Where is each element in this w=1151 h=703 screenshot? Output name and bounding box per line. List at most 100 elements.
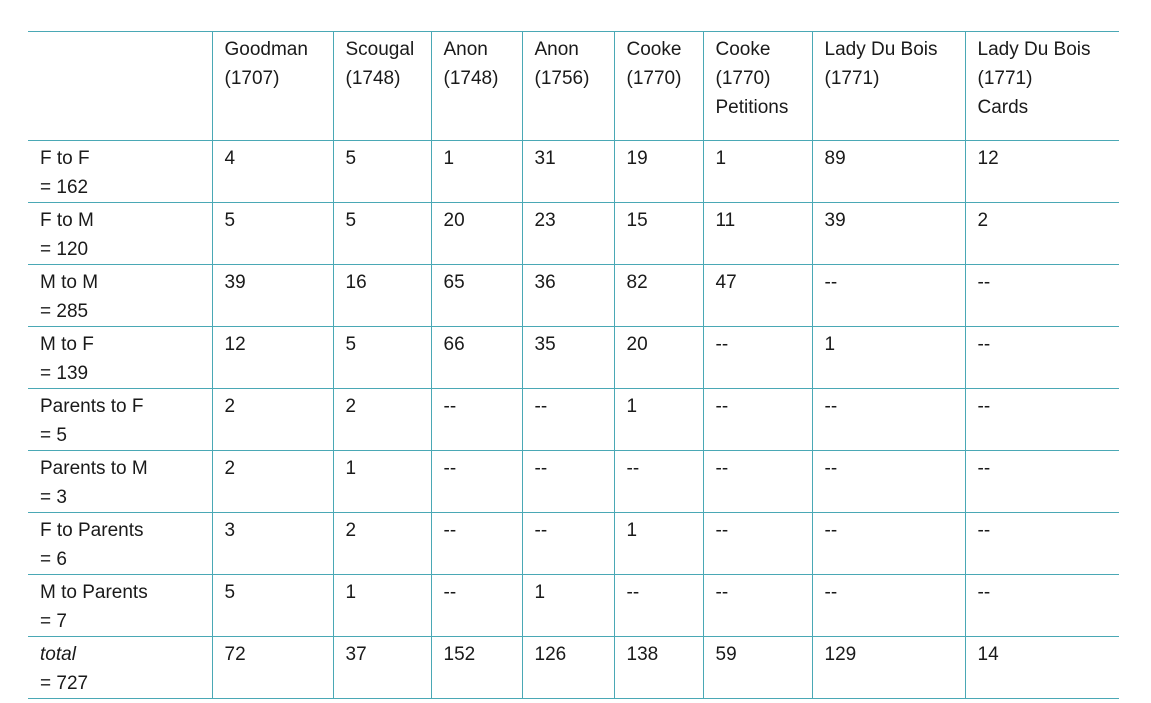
table-cell: 20 (430, 202, 523, 265)
header-cell-corner (28, 31, 213, 141)
table-cell: 152 (430, 636, 523, 699)
letter-counts-table: Goodman (1707) Scougal (1748) Anon (1748… (28, 31, 1119, 699)
table-cell: 1 (702, 140, 813, 203)
table-cell: -- (964, 512, 1119, 575)
table-cell: 23 (521, 202, 615, 265)
table-row: M to Parents = 7 5 1 -- 1 -- -- -- -- (28, 574, 1119, 637)
header-cell-scougal-1748: Scougal (1748) (332, 31, 432, 141)
table-cell: 47 (702, 264, 813, 327)
table-cell: -- (521, 512, 615, 575)
row-total: = 3 (40, 487, 67, 508)
row-label-cell: F to Parents = 6 (28, 512, 213, 575)
table-cell: -- (964, 450, 1119, 513)
table-row: M to M = 285 39 16 65 36 82 47 -- -- (28, 264, 1119, 327)
table-cell: 72 (211, 636, 334, 699)
row-label-cell: M to Parents = 7 (28, 574, 213, 637)
table-cell: 39 (811, 202, 966, 265)
header-row: Goodman (1707) Scougal (1748) Anon (1748… (28, 31, 1119, 141)
row-total: = 162 (40, 177, 89, 198)
table-cell: 65 (430, 264, 523, 327)
row-total: = 5 (40, 425, 67, 446)
table-cell: -- (811, 512, 966, 575)
row-total: = 285 (40, 301, 89, 322)
table-cell: -- (811, 574, 966, 637)
row-total: = 6 (40, 549, 67, 570)
table-cell: 4 (211, 140, 334, 203)
table-cell: 1 (613, 388, 704, 451)
table-cell: -- (430, 450, 523, 513)
row-total: = 7 (40, 611, 67, 632)
table-cell: 15 (613, 202, 704, 265)
header-cell-anon-1748: Anon (1748) (430, 31, 523, 141)
row-label: M to Parents (40, 582, 148, 603)
table-cell: 39 (211, 264, 334, 327)
row-label: Parents to M (40, 458, 148, 479)
table-cell: 19 (613, 140, 704, 203)
row-label-cell: total = 727 (28, 636, 213, 699)
row-label-cell: M to M = 285 (28, 264, 213, 327)
table-cell: -- (702, 450, 813, 513)
table-cell: -- (613, 574, 704, 637)
table-cell: -- (702, 574, 813, 637)
table-cell: -- (811, 264, 966, 327)
table-cell: -- (964, 326, 1119, 389)
table-cell: -- (521, 388, 615, 451)
table-cell: 2 (964, 202, 1119, 265)
table-cell: 1 (332, 574, 432, 637)
table-cell: -- (702, 388, 813, 451)
table-cell: 138 (613, 636, 704, 699)
table-cell: 5 (332, 202, 432, 265)
table-cell: 2 (332, 512, 432, 575)
table-row: M to F = 139 12 5 66 35 20 -- 1 -- (28, 326, 1119, 389)
row-total: = 727 (40, 673, 89, 694)
table-cell: -- (702, 326, 813, 389)
table-cell: 37 (332, 636, 432, 699)
table-cell: -- (430, 388, 523, 451)
table-cell: 11 (702, 202, 813, 265)
table-cell: 2 (332, 388, 432, 451)
table-cell: 2 (211, 388, 334, 451)
table-row: Parents to F = 5 2 2 -- -- 1 -- -- -- (28, 388, 1119, 451)
table-cell: 59 (702, 636, 813, 699)
table-row: F to M = 120 5 5 20 23 15 11 39 2 (28, 202, 1119, 265)
table-cell: 14 (964, 636, 1119, 699)
table-cell: 20 (613, 326, 704, 389)
row-label: F to M (40, 210, 94, 231)
table-row: F to Parents = 6 3 2 -- -- 1 -- -- -- (28, 512, 1119, 575)
table-cell: -- (964, 574, 1119, 637)
table-cell: -- (811, 450, 966, 513)
table-cell: -- (613, 450, 704, 513)
table-cell: -- (964, 388, 1119, 451)
table-cell: 36 (521, 264, 615, 327)
table-cell: 1 (521, 574, 615, 637)
table-cell: 12 (964, 140, 1119, 203)
table-cell: 1 (332, 450, 432, 513)
header-cell-lady-du-bois-1771-cards: Lady Du Bois (1771) Cards (964, 31, 1119, 141)
header-cell-goodman-1707: Goodman (1707) (211, 31, 334, 141)
table-cell: -- (430, 512, 523, 575)
table-cell: 82 (613, 264, 704, 327)
table-cell: 1 (811, 326, 966, 389)
header-cell-anon-1756: Anon (1756) (521, 31, 615, 141)
row-label-cell: F to F = 162 (28, 140, 213, 203)
header-cell-lady-du-bois-1771: Lady Du Bois (1771) (811, 31, 966, 141)
table-cell: -- (964, 264, 1119, 327)
table-cell: 5 (332, 140, 432, 203)
row-label-cell: M to F = 139 (28, 326, 213, 389)
table-cell: 89 (811, 140, 966, 203)
table-cell: 5 (211, 202, 334, 265)
table-cell: 31 (521, 140, 615, 203)
header-cell-cooke-1770-petitions: Cooke (1770) Petitions (702, 31, 813, 141)
table-cell: -- (430, 574, 523, 637)
table-cell: 5 (332, 326, 432, 389)
row-label: M to M (40, 272, 99, 293)
table-row: Parents to M = 3 2 1 -- -- -- -- -- -- (28, 450, 1119, 513)
table-cell: 1 (613, 512, 704, 575)
table-cell: 66 (430, 326, 523, 389)
table-cell: 16 (332, 264, 432, 327)
table-row: total = 727 72 37 152 126 138 59 129 14 (28, 636, 1119, 699)
row-total: = 139 (40, 363, 89, 384)
table-cell: 129 (811, 636, 966, 699)
table-cell: 2 (211, 450, 334, 513)
row-label-cell: Parents to F = 5 (28, 388, 213, 451)
